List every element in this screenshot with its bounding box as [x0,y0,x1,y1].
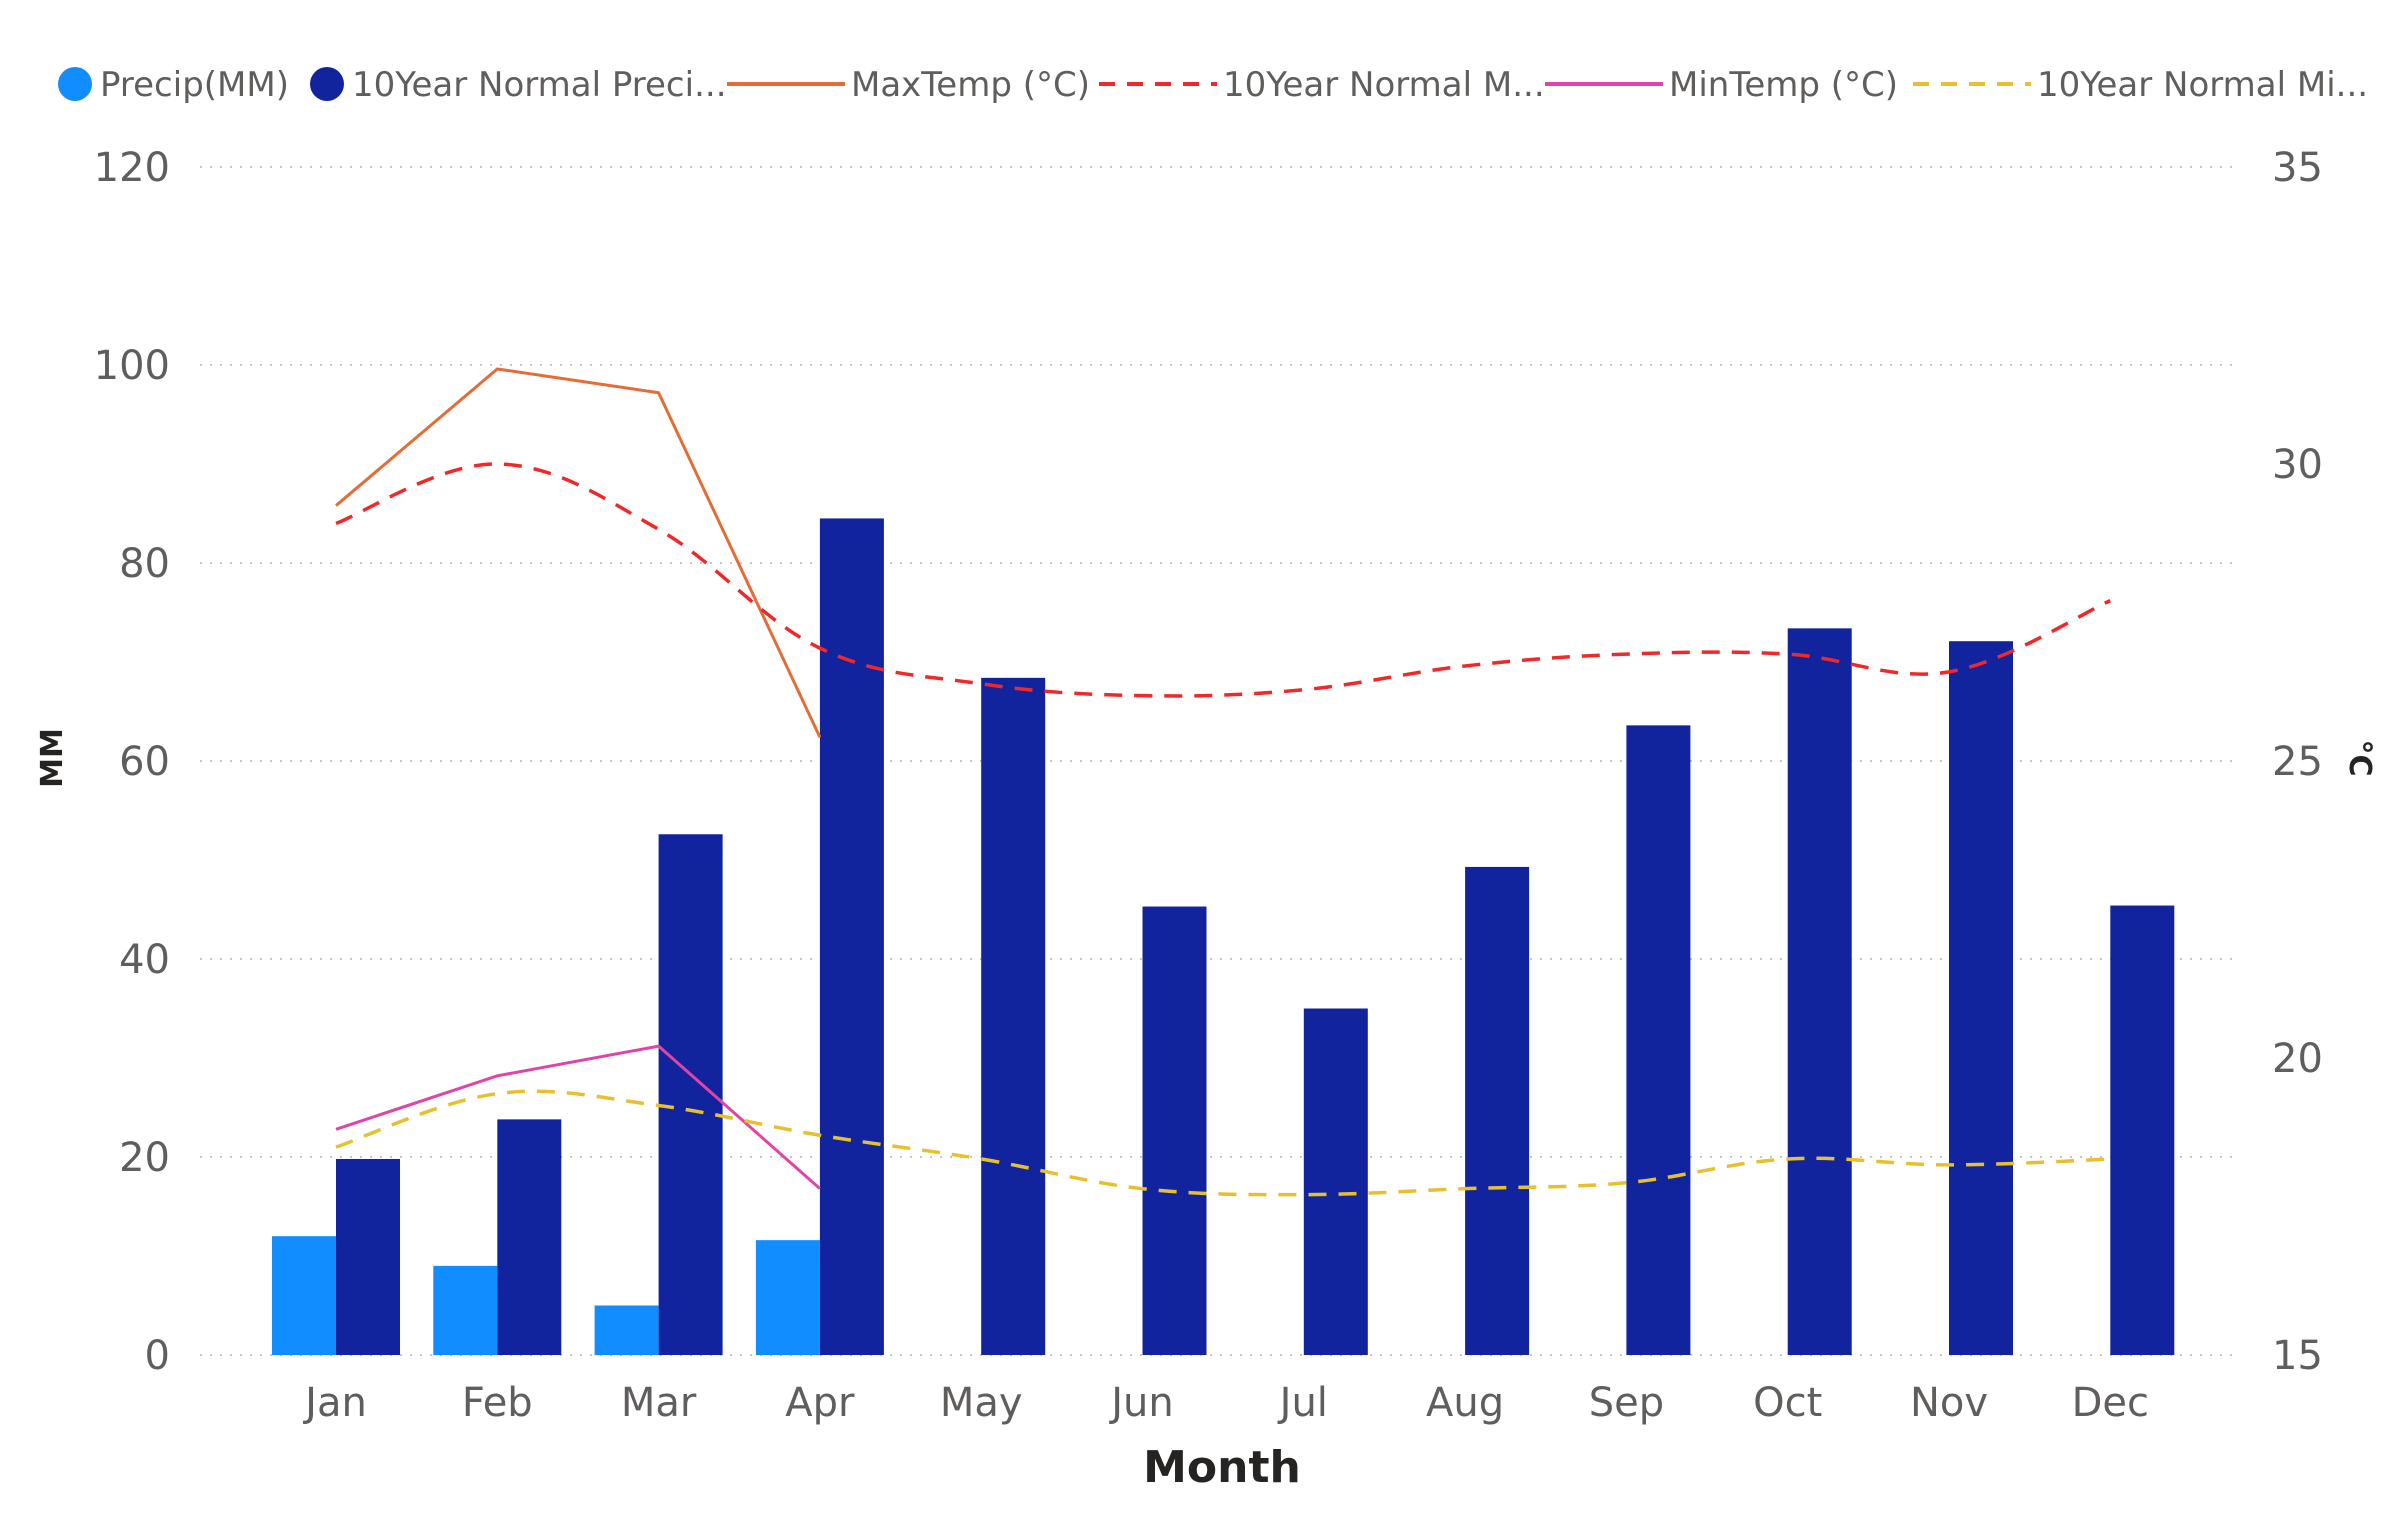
y-axis-title: MM [35,728,70,788]
x-tick-label: Jul [1277,1380,1328,1426]
precip-bar[interactable] [433,1265,498,1355]
normal-precip-bar[interactable] [1626,725,1691,1355]
legend-marker [58,67,92,101]
normal-precip-bar[interactable] [1465,866,1530,1355]
normal-precip-bar[interactable] [2110,905,2175,1355]
normal-precip-bar[interactable] [981,677,1046,1355]
legend-label[interactable]: 10Year Normal M... [1223,65,1545,105]
x-tick-label: Nov [1910,1380,1988,1426]
y2-tick-label: 35 [2272,145,2323,191]
y-tick-label: 0 [145,1333,170,1379]
y2-axis-title: °C [2342,739,2377,776]
x-tick-label: Jan [302,1380,367,1426]
x-tick-label: Feb [462,1380,533,1426]
series-line-3[interactable] [335,1089,2111,1197]
x-tick-label: Sep [1589,1380,1664,1426]
x-tick-label: Oct [1753,1380,1822,1426]
y2-tick-label: 25 [2272,739,2323,785]
legend-label[interactable]: MaxTemp (°C) [851,65,1090,105]
normal-precip-bar[interactable] [336,1158,400,1355]
normal-precip-bar[interactable] [1303,1008,1368,1356]
y-tick-label: 60 [119,739,170,785]
series-line-0[interactable] [335,367,822,738]
precip-bar[interactable] [272,1236,336,1355]
legend-label[interactable]: Precip(MM) [100,65,289,105]
legend-marker [310,67,344,101]
y2-tick-label: 30 [2272,442,2323,488]
y-tick-label: 40 [119,937,170,983]
x-tick-label: Jun [1108,1380,1174,1426]
precip-bar[interactable] [755,1240,820,1355]
y2-tick-label: 20 [2272,1036,2323,1082]
series-line-1[interactable] [335,462,2112,698]
legend-label[interactable]: 10Year Normal Mi... [2037,65,2368,105]
x-tick-label: Mar [621,1380,697,1426]
x-tick-label: Apr [785,1380,855,1426]
y2-tick-label: 15 [2272,1333,2323,1379]
y-tick-label: 120 [94,145,170,191]
normal-precip-bar[interactable] [1787,628,1852,1355]
x-tick-label: Dec [2072,1380,2149,1426]
bars [272,518,2175,1356]
x-tick-label: May [940,1380,1023,1426]
normal-precip-bar[interactable] [497,1119,562,1355]
normal-precip-bar[interactable] [819,518,884,1355]
legend-label[interactable]: 10Year Normal Preci... [352,65,727,105]
legend: Precip(MM) 10Year Normal Preci... MaxTemp … [58,65,2368,105]
x-axis-title: Month [1143,1442,1301,1493]
normal-precip-bar[interactable] [1949,641,2013,1355]
precip-bar[interactable] [594,1305,659,1356]
series-line-2[interactable] [335,1044,821,1190]
y-tick-label: 100 [94,343,170,389]
axes: 0 20 40 60 80 100 120 15 20 25 30 35 Jan Feb Mar Apr May… [94,145,2323,1426]
lines [335,367,2112,1197]
normal-precip-bar[interactable] [1142,906,1207,1355]
legend-label[interactable]: MinTemp (°C) [1669,65,1898,105]
x-tick-label: Aug [1426,1380,1504,1426]
y-tick-label: 80 [119,541,170,587]
y-tick-label: 20 [119,1135,170,1181]
